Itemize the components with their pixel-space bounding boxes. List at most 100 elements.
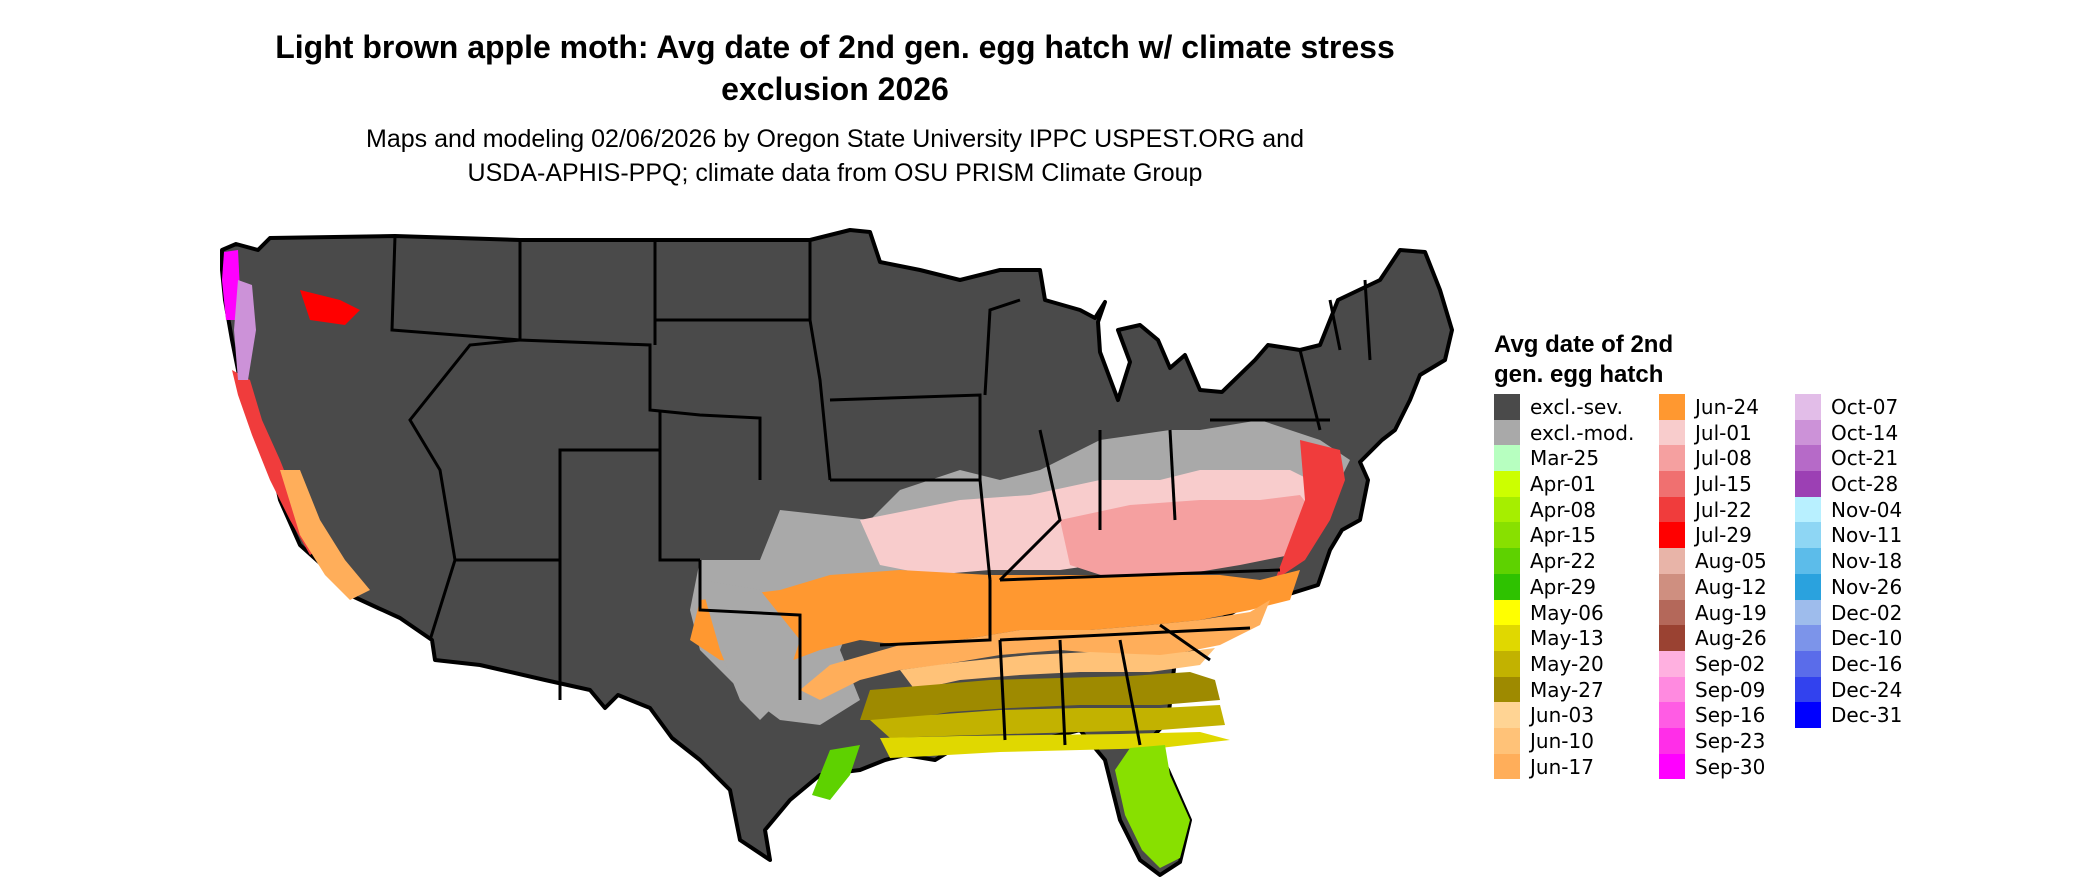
legend-label: May-20 bbox=[1530, 651, 1604, 676]
legend-swatch bbox=[1659, 522, 1685, 549]
legend-label: Jun-17 bbox=[1530, 754, 1594, 779]
map-title: Light brown apple moth: Avg date of 2nd … bbox=[275, 29, 1395, 107]
legend-swatch bbox=[1659, 573, 1685, 600]
legend-title-line-1: Avg date of 2nd bbox=[1494, 331, 1674, 358]
legend-title: Avg date of 2nd gen. egg hatch bbox=[1494, 330, 1673, 390]
legend-swatch bbox=[1659, 445, 1685, 472]
legend-swatch bbox=[1795, 522, 1821, 549]
legend-label: Dec-24 bbox=[1831, 677, 1903, 702]
legend-label: Nov-11 bbox=[1831, 523, 1903, 548]
legend-label: May-13 bbox=[1530, 626, 1604, 651]
may-13-region bbox=[880, 732, 1230, 758]
legend-label: Dec-31 bbox=[1831, 703, 1903, 728]
cascade-red bbox=[300, 290, 360, 325]
legend-swatch bbox=[1659, 496, 1685, 523]
legend-label: Dec-10 bbox=[1831, 626, 1903, 651]
legend-swatch bbox=[1659, 394, 1685, 420]
map-subtitle: Maps and modeling 02/06/2026 by Oregon S… bbox=[220, 122, 1450, 190]
map-shading bbox=[220, 228, 1454, 877]
legend-label: Nov-04 bbox=[1831, 497, 1903, 522]
legend-label: Oct-14 bbox=[1831, 420, 1899, 445]
legend-swatch bbox=[1494, 522, 1520, 549]
legend-label: Jun-03 bbox=[1530, 703, 1594, 728]
legend-swatch bbox=[1494, 625, 1520, 651]
legend-title-line-2: gen. egg hatch bbox=[1494, 361, 1664, 388]
legend-swatch bbox=[1659, 471, 1685, 497]
legend-label: Aug-12 bbox=[1695, 574, 1767, 599]
legend-label: excl.-mod. bbox=[1530, 420, 1635, 445]
legend-label: Apr-01 bbox=[1530, 472, 1596, 497]
legend-swatch bbox=[1494, 753, 1520, 780]
legend-label: Jun-10 bbox=[1530, 728, 1594, 753]
subtitle-line-2: USDA-APHIS-PPQ; climate data from OSU PR… bbox=[467, 159, 1203, 187]
legend-swatch bbox=[1494, 573, 1520, 600]
legend-label: Oct-28 bbox=[1831, 472, 1899, 497]
legend-label: Jul-29 bbox=[1695, 523, 1752, 548]
legend-swatch bbox=[1659, 702, 1685, 728]
legend-label: Sep-16 bbox=[1695, 703, 1766, 728]
legend-swatch bbox=[1795, 496, 1821, 523]
legend-swatch bbox=[1659, 599, 1685, 626]
jul-08-region bbox=[1060, 495, 1320, 578]
legend-swatch bbox=[1659, 727, 1685, 754]
pnw-pink bbox=[234, 280, 256, 380]
legend-label: excl.-sev. bbox=[1530, 395, 1623, 419]
legend-swatch bbox=[1795, 625, 1821, 651]
legend-label: Oct-21 bbox=[1831, 446, 1899, 471]
legend-label: May-06 bbox=[1530, 600, 1604, 625]
legend-label: May-27 bbox=[1530, 677, 1604, 702]
legend-swatch bbox=[1795, 445, 1821, 472]
legend-label: Nov-18 bbox=[1831, 549, 1903, 574]
west-coast-red bbox=[232, 370, 325, 555]
legend-swatch bbox=[1795, 471, 1821, 497]
legend-label: Jun-24 bbox=[1695, 395, 1759, 419]
legend-swatch bbox=[1659, 548, 1685, 574]
legend-label: Sep-02 bbox=[1695, 651, 1766, 676]
legend-label: Aug-05 bbox=[1695, 549, 1767, 574]
jun-10-region bbox=[900, 648, 1215, 690]
legend-swatch bbox=[1494, 496, 1520, 523]
legend-label: Sep-30 bbox=[1695, 754, 1766, 779]
legend-swatch bbox=[1795, 394, 1821, 420]
legend-label: Jul-01 bbox=[1695, 420, 1752, 445]
legend-swatch bbox=[1795, 599, 1821, 626]
legend-swatch bbox=[1795, 419, 1821, 446]
legend-swatch bbox=[1659, 676, 1685, 703]
legend-swatch bbox=[1795, 548, 1821, 574]
florida-apr-region bbox=[1115, 745, 1190, 868]
may-27-region bbox=[860, 672, 1220, 720]
west-coast-orange bbox=[280, 470, 370, 600]
legend-label: Apr-22 bbox=[1530, 549, 1596, 574]
legend-swatch bbox=[1494, 471, 1520, 497]
legend-swatch bbox=[1494, 599, 1520, 626]
legend-label: Dec-02 bbox=[1831, 600, 1903, 625]
legend-swatch bbox=[1494, 702, 1520, 728]
legend-swatch bbox=[1494, 548, 1520, 574]
legend-swatch bbox=[1795, 676, 1821, 703]
legend-swatch bbox=[1659, 419, 1685, 446]
legend-swatch bbox=[1494, 676, 1520, 703]
legend-swatch bbox=[1795, 573, 1821, 600]
legend-swatch bbox=[1494, 650, 1520, 677]
legend-label: Apr-29 bbox=[1530, 574, 1596, 599]
jul-22-region bbox=[1275, 440, 1345, 580]
legend-label: Aug-19 bbox=[1695, 600, 1767, 625]
legend-swatch bbox=[1494, 445, 1520, 472]
legend-label: Apr-08 bbox=[1530, 497, 1596, 522]
legend-swatch bbox=[1494, 394, 1520, 420]
legend-label: Apr-15 bbox=[1530, 523, 1596, 548]
legend-label: Jul-22 bbox=[1695, 497, 1752, 522]
legend-label: Sep-23 bbox=[1695, 728, 1766, 753]
legend-swatch bbox=[1494, 419, 1520, 446]
legend-swatch bbox=[1659, 753, 1685, 780]
subtitle-line-1: Maps and modeling 02/06/2026 by Oregon S… bbox=[366, 125, 1304, 153]
legend-label: Jul-08 bbox=[1695, 446, 1752, 471]
state-borders bbox=[390, 235, 1372, 746]
legend-label: Sep-09 bbox=[1695, 677, 1766, 702]
legend-label: Jul-15 bbox=[1695, 472, 1752, 497]
pnw-magenta bbox=[222, 250, 240, 320]
gulf-coast-green bbox=[812, 745, 860, 800]
legend-label: Nov-26 bbox=[1831, 574, 1903, 599]
jun-17-region bbox=[800, 600, 1270, 700]
